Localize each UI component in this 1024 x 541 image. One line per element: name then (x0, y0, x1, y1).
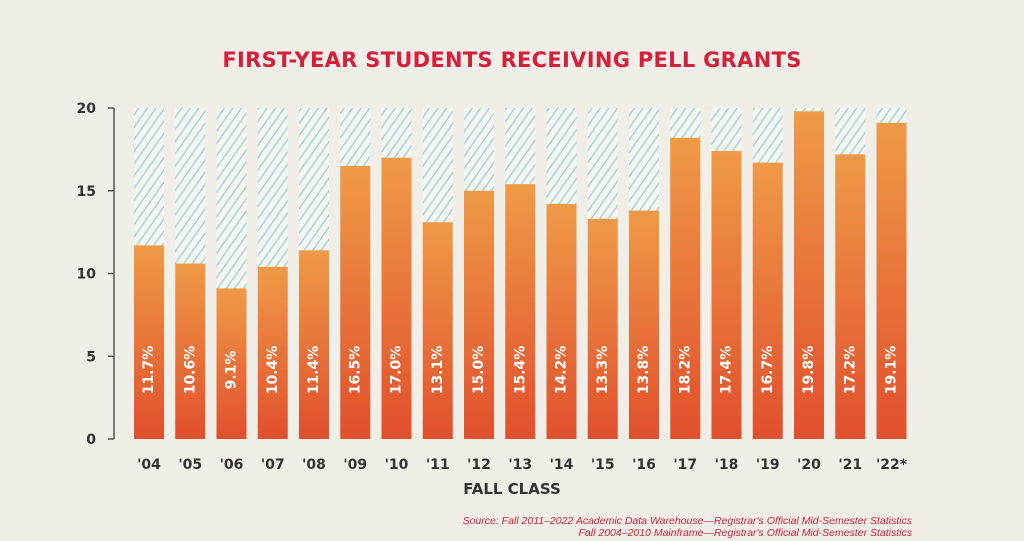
y-tick-label: 20 (77, 101, 97, 117)
bar (835, 154, 866, 439)
bar (629, 210, 659, 439)
x-tick-label: '21 (838, 457, 862, 473)
x-tick-label: '08 (302, 457, 326, 473)
y-tick-label: 0 (86, 432, 96, 448)
data-label: 13.8% (636, 346, 652, 395)
bar (340, 165, 371, 440)
data-label: 17.0% (389, 346, 405, 395)
data-label: 16.7% (760, 346, 776, 395)
data-label: 13.1% (430, 346, 446, 395)
data-label: 13.3% (595, 346, 611, 395)
x-tick-label: '07 (261, 457, 285, 473)
source-note: Source: Fall 2011–2022 Academic Data War… (463, 515, 912, 539)
data-label: 10.6% (182, 346, 198, 395)
x-tick-label: '16 (632, 457, 656, 473)
bar (257, 266, 288, 439)
source-line-2: Fall 2004–2010 Mainframe—Registrar's Off… (578, 527, 912, 539)
x-tick-label: '05 (178, 457, 202, 473)
y-tick-label: 5 (86, 349, 96, 365)
x-tick-label: '11 (426, 457, 450, 473)
chart-title: FIRST-YEAR STUDENTS RECEIVING PELL GRANT… (222, 48, 802, 72)
data-label: 14.2% (554, 346, 570, 395)
bar (464, 190, 494, 439)
data-label: 18.2% (677, 346, 693, 395)
x-tick-label: '14 (550, 457, 574, 473)
data-label: 10.4% (265, 346, 281, 395)
data-label: 11.7% (141, 346, 157, 395)
bar (134, 245, 164, 439)
data-label: 17.2% (842, 346, 858, 395)
bar (587, 218, 618, 439)
x-tick-label: '19 (756, 457, 780, 473)
x-tick-label: '12 (467, 457, 491, 473)
x-tick-label: '17 (673, 457, 697, 473)
bar (711, 151, 742, 439)
bar (876, 122, 907, 440)
data-label: 15.0% (471, 346, 487, 395)
x-tick-label: '20 (797, 457, 821, 473)
x-tick-label: '22* (876, 457, 908, 473)
data-label: 16.5% (347, 346, 363, 395)
bar (670, 137, 701, 440)
x-tick-label: '15 (591, 457, 615, 473)
x-tick-label: '06 (220, 457, 244, 473)
x-tick-label: '04 (137, 457, 161, 473)
x-tick-label: '13 (508, 457, 532, 473)
data-label: 9.1% (224, 351, 240, 390)
bar (175, 263, 206, 439)
y-tick-label: 10 (77, 267, 97, 283)
bar (216, 288, 247, 439)
bar (422, 222, 453, 439)
bar (505, 184, 536, 439)
x-tick-label: '18 (715, 457, 739, 473)
x-axis-title: FALL CLASS (463, 480, 561, 498)
bar (381, 157, 412, 439)
x-tick-label: '09 (343, 457, 367, 473)
data-label: 15.4% (512, 346, 528, 395)
bar (299, 250, 329, 439)
data-label: 19.8% (801, 346, 817, 395)
bar (546, 203, 577, 439)
y-tick-label: 15 (77, 184, 96, 200)
source-line-1: Source: Fall 2011–2022 Academic Data War… (462, 515, 912, 527)
x-tick-label: '10 (385, 457, 409, 473)
data-label: 11.4% (306, 346, 322, 395)
data-label: 17.4% (719, 346, 735, 395)
bar (752, 162, 783, 440)
bar (794, 111, 824, 439)
data-label: 19.1% (884, 346, 900, 395)
